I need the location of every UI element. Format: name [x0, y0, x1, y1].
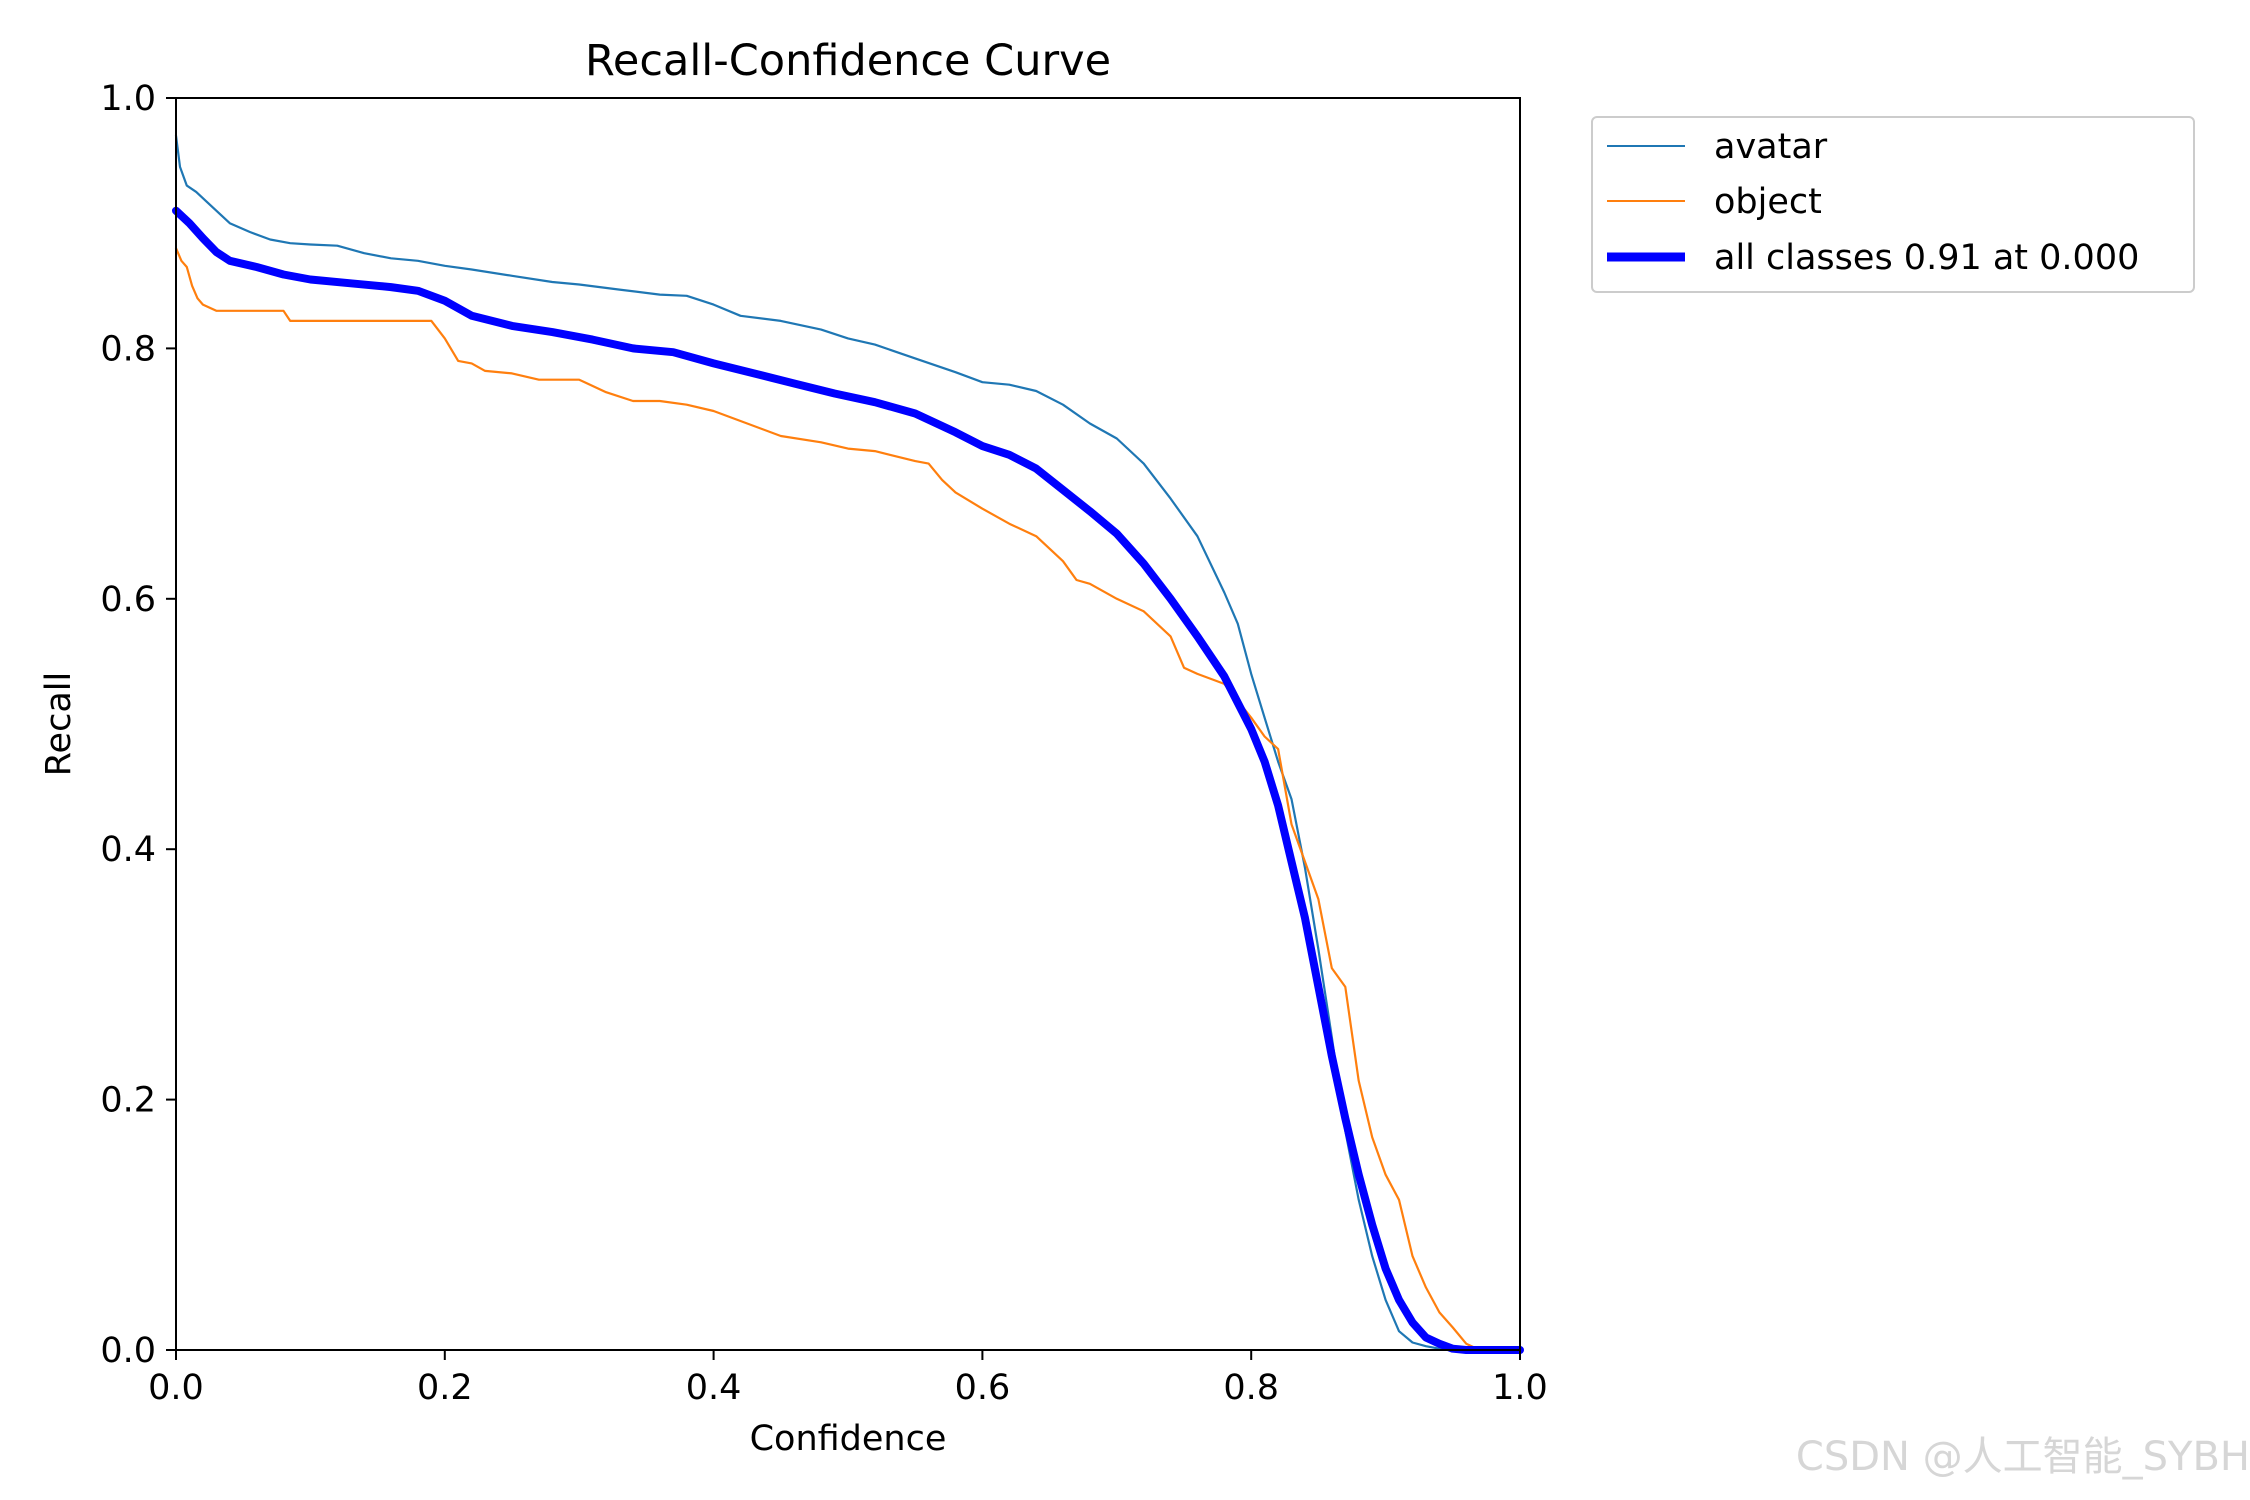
y-tick-label: 0.0	[100, 1331, 156, 1371]
x-tick-label: 1.0	[1492, 1368, 1548, 1408]
series-line-0	[174, 134, 1522, 1352]
series-line-1	[174, 247, 1522, 1352]
y-tick-label: 0.6	[100, 580, 156, 620]
legend-frame	[1591, 116, 2195, 293]
x-axis-label: Confidence	[750, 1419, 947, 1459]
legend: avatar object all classes 0.91 at 0.000	[1591, 116, 2195, 293]
y-tick-label: 0.4	[100, 830, 156, 870]
x-tick-label: 0.0	[148, 1368, 204, 1408]
plot-area	[176, 98, 1520, 1350]
x-tick-label: 0.8	[1223, 1368, 1279, 1408]
y-tick-label: 0.2	[100, 1081, 156, 1121]
y-tick-label: 0.8	[100, 329, 156, 369]
y-axis-label: Recall	[39, 672, 79, 776]
legend-label-all-classes: all classes 0.91 at 0.000	[1714, 238, 2139, 278]
x-tick-label: 0.6	[955, 1368, 1011, 1408]
series-layer	[172, 134, 1524, 1354]
watermark-text: CSDN @人工智能_SYBH	[1795, 1434, 2250, 1480]
y-axis-ticks: 0.0 0.2 0.4 0.6 0.8 1.0	[100, 79, 176, 1371]
chart-title: Recall-Confidence Curve	[585, 36, 1111, 86]
y-tick-label: 1.0	[100, 79, 156, 119]
legend-label-avatar: avatar	[1714, 127, 1828, 167]
x-tick-label: 0.4	[686, 1368, 742, 1408]
x-tick-label: 0.2	[417, 1368, 473, 1408]
series-line-2	[172, 206, 1524, 1354]
plot-frame	[175, 97, 1521, 1351]
x-axis-ticks: 0.0 0.2 0.4 0.6 0.8 1.0	[148, 1350, 1548, 1408]
legend-label-object: object	[1714, 182, 1822, 222]
